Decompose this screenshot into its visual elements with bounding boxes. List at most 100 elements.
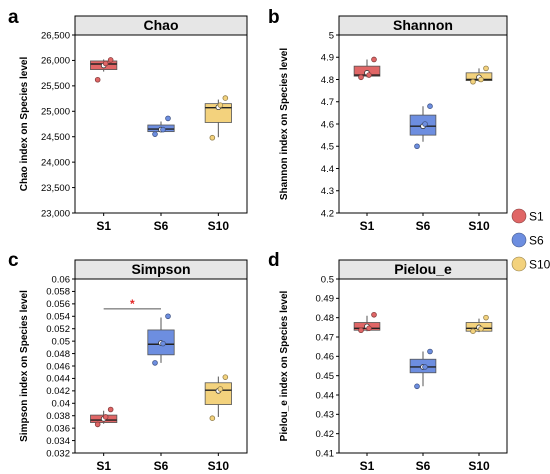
strip-title: Chao <box>144 17 179 33</box>
box-S10 <box>204 95 232 141</box>
y-axis-label: Chao index on Species level <box>19 57 30 192</box>
strip-title: Simpson <box>131 261 190 277</box>
data-point <box>222 374 229 380</box>
y-tick-label: 0.042 <box>46 386 70 397</box>
box-S10 <box>465 314 493 335</box>
y-tick-label: 25,000 <box>41 107 70 118</box>
y-tick-label: 25,500 <box>41 81 70 92</box>
box-S1 <box>353 311 381 334</box>
panel-letter: a <box>8 7 19 28</box>
y-tick-label: 4.8 <box>321 75 334 86</box>
legend-marker-S1 <box>511 208 527 224</box>
data-point <box>478 76 484 83</box>
data-point <box>222 95 229 101</box>
y-tick-label: 0.45 <box>316 371 335 382</box>
data-point <box>414 383 420 390</box>
y-tick-label: 4.4 <box>321 164 334 175</box>
legend-marker-S10 <box>511 256 527 272</box>
data-point <box>366 325 372 332</box>
x-tick-label: S10 <box>208 459 230 473</box>
x-tick-label: S10 <box>468 459 490 473</box>
data-point <box>209 134 216 141</box>
panel-d: d Pielou_e 0.41 0.42 0.43 0.44 0.45 0.46 0.47 0.4… <box>268 250 508 473</box>
legend-label: S10 <box>529 257 550 271</box>
data-point <box>107 57 114 63</box>
y-tick-label: 0.44 <box>316 390 335 401</box>
y-tick-label: 0.058 <box>46 287 70 298</box>
panel-letter: d <box>268 250 280 271</box>
data-point <box>371 56 377 63</box>
data-point <box>160 126 166 133</box>
panel-b: b Shannon 4.2 4.3 4.4 4.5 4.6 4.7 4.8 4.9 5 Shannon… <box>268 7 508 233</box>
panel-letter: b <box>268 7 280 28</box>
box-S6 <box>147 115 175 137</box>
y-tick-label: 4.9 <box>321 53 334 64</box>
x-tick-label: S1 <box>360 219 375 233</box>
y-tick-label: 0.49 <box>316 294 335 305</box>
box-S10 <box>465 65 493 85</box>
data-point <box>102 414 109 420</box>
y-tick-label: 0.034 <box>46 436 70 447</box>
legend-label: S6 <box>529 233 544 247</box>
strip-title: Shannon <box>393 17 453 33</box>
y-tick-label: 23,000 <box>41 208 70 219</box>
data-point <box>209 415 216 422</box>
data-point <box>358 327 364 334</box>
y-tick-label: 24,000 <box>41 157 70 168</box>
box-S1 <box>90 57 118 83</box>
data-point <box>483 314 489 321</box>
box-S1 <box>353 56 381 81</box>
x-tick-label: S1 <box>360 459 375 473</box>
y-tick-label: 0.036 <box>46 423 70 434</box>
y-tick-label: 0.04 <box>52 399 71 410</box>
data-point <box>371 311 377 318</box>
data-point <box>102 60 109 67</box>
data-point <box>152 131 158 137</box>
data-point <box>165 115 171 122</box>
y-tick-label: 26,500 <box>41 30 70 41</box>
data-point <box>152 360 158 366</box>
plot-frame <box>74 278 248 454</box>
box-S6 <box>147 313 175 366</box>
y-tick-label: 0.044 <box>46 374 70 385</box>
y-tick-label: 24,500 <box>41 132 70 143</box>
y-tick-label: 0.038 <box>46 411 70 422</box>
y-tick-label: 23,500 <box>41 183 70 194</box>
y-axis-label: Shannon index on Species level <box>279 48 290 200</box>
data-point <box>94 76 101 83</box>
y-tick-label: 0.046 <box>46 361 70 372</box>
y-tick-label: 0.054 <box>46 312 70 323</box>
y-axis-label: Pielou_e index on Species level <box>279 290 290 441</box>
y-tick-label: 0.048 <box>46 349 70 360</box>
data-point <box>478 326 484 332</box>
x-tick-label: S1 <box>96 459 111 473</box>
y-tick-label: 0.5 <box>321 274 334 285</box>
data-point <box>422 364 428 370</box>
box-S10 <box>204 374 232 422</box>
x-tick-label: S6 <box>416 459 431 473</box>
y-tick-label: 0.032 <box>46 448 70 459</box>
y-tick-label: 0.43 <box>316 410 335 421</box>
x-tick-label: S6 <box>416 219 431 233</box>
data-point <box>165 313 171 320</box>
y-tick-label: 0.42 <box>316 429 335 440</box>
y-tick-label: 5 <box>329 30 334 41</box>
panel-letter: c <box>8 250 19 271</box>
y-tick-label: 0.056 <box>46 299 70 310</box>
x-tick-label: S6 <box>154 459 169 473</box>
data-point <box>470 78 476 85</box>
y-tick-label: 0.41 <box>316 448 335 459</box>
data-point <box>94 421 101 428</box>
data-point <box>217 102 224 108</box>
y-tick-label: 4.5 <box>321 142 334 153</box>
y-tick-label: 4.7 <box>321 97 334 108</box>
box-S6 <box>409 348 437 390</box>
x-tick-label: S6 <box>154 219 169 233</box>
y-tick-label: 4.2 <box>321 208 334 219</box>
y-tick-label: 4.3 <box>321 186 334 197</box>
y-axis-label: Simpson index on Species level <box>19 290 30 442</box>
data-point <box>483 65 489 72</box>
legend: S1 S6 S10 <box>511 208 550 272</box>
strip-title: Pielou_e <box>394 261 452 277</box>
